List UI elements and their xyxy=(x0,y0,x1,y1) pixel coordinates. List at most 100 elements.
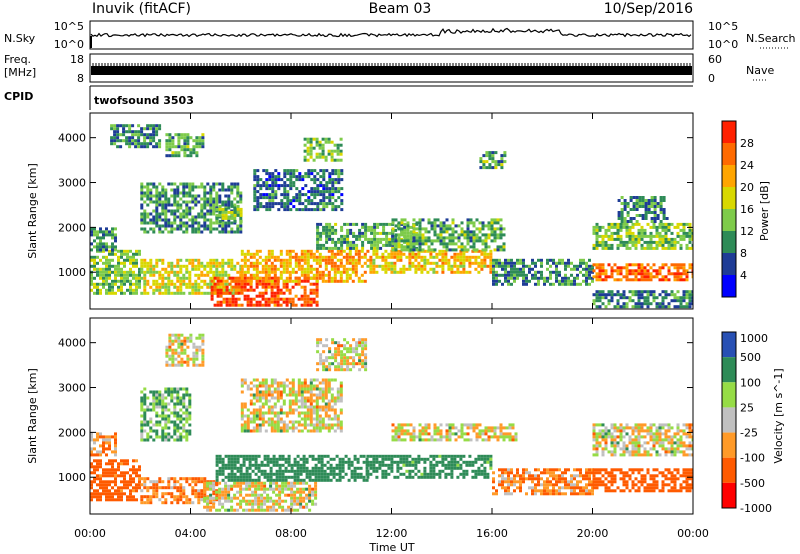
heatmap-cell xyxy=(96,273,99,277)
heatmap-cell xyxy=(355,222,359,226)
heatmap-cell xyxy=(441,252,445,256)
heatmap-cell xyxy=(99,462,102,466)
heatmap-cell xyxy=(400,218,404,222)
heatmap-cell xyxy=(397,236,401,240)
heatmap-cell xyxy=(438,258,442,262)
heatmap-cell xyxy=(288,291,292,295)
heatmap-cell xyxy=(120,462,123,466)
heatmap-cell xyxy=(105,438,108,442)
heatmap-cell xyxy=(128,139,132,143)
heatmap-cell xyxy=(143,480,147,484)
heatmap-cell xyxy=(171,354,175,358)
heatmap-cell xyxy=(105,468,108,472)
heatmap-cell xyxy=(255,276,259,280)
heatmap-cell xyxy=(265,169,269,173)
heatmap-cell xyxy=(424,242,428,246)
heatmap-cell xyxy=(691,293,693,297)
heatmap-cell xyxy=(188,200,192,204)
heatmap-cell xyxy=(236,188,240,192)
heatmap-cell xyxy=(343,237,347,241)
heatmap-cell xyxy=(685,231,689,235)
heatmap-cell xyxy=(108,261,111,265)
heatmap-cell xyxy=(635,199,639,202)
heatmap-cell xyxy=(290,487,294,491)
heatmap-cell xyxy=(409,236,413,240)
heatmap-cell xyxy=(644,214,648,217)
heatmap-cell xyxy=(313,202,317,206)
heatmap-cell xyxy=(126,270,129,274)
heatmap-cell xyxy=(537,258,540,262)
heatmap-cell xyxy=(414,258,418,262)
heatmap-cell xyxy=(272,499,276,503)
heatmap-cell xyxy=(255,258,259,262)
heatmap-cell xyxy=(491,166,495,170)
heatmap-cell xyxy=(99,288,102,292)
heatmap-cell xyxy=(173,498,177,502)
heatmap-cell xyxy=(676,266,680,270)
heatmap-cell xyxy=(195,357,199,361)
heatmap-cell xyxy=(161,218,165,222)
heatmap-cell xyxy=(248,460,252,464)
heatmap-cell xyxy=(631,225,635,229)
heatmap-cell xyxy=(650,217,654,220)
heatmap-cell xyxy=(221,463,225,467)
heatmap-cell xyxy=(129,270,132,274)
heatmap-cell xyxy=(212,197,216,201)
heatmap-cell xyxy=(620,214,624,217)
heatmap-cell xyxy=(114,279,117,283)
heatmap-cell xyxy=(561,276,564,280)
heatmap-cell xyxy=(637,290,641,294)
heatmap-cell xyxy=(296,469,300,473)
heatmap-cell xyxy=(253,190,257,194)
heatmap-cell xyxy=(510,282,513,286)
heatmap-cell xyxy=(261,270,265,274)
heatmap-cell xyxy=(429,252,433,256)
heatmap-cell xyxy=(99,273,102,277)
heatmap-cell xyxy=(164,288,168,292)
heatmap-cell xyxy=(191,486,195,490)
heatmap-cell xyxy=(185,258,189,262)
heatmap-cell xyxy=(286,178,290,182)
heatmap-cell xyxy=(182,417,186,421)
heatmap-cell xyxy=(140,191,144,195)
heatmap-cell xyxy=(595,293,599,297)
heatmap-cell xyxy=(99,432,102,436)
heatmap-cell xyxy=(171,348,175,352)
heatmap-cell xyxy=(322,208,326,212)
heatmap-cell xyxy=(179,282,183,286)
heatmap-cell xyxy=(233,207,237,211)
heatmap-cell xyxy=(653,214,657,217)
heatmap-cell xyxy=(625,266,629,270)
heatmap-cell xyxy=(314,481,318,485)
heatmap-cell xyxy=(93,492,96,496)
heatmap-cell xyxy=(610,272,614,276)
heatmap-cell xyxy=(376,246,380,250)
heatmap-cell xyxy=(291,303,295,307)
heatmap-cell xyxy=(397,221,401,225)
heatmap-cell xyxy=(629,208,633,211)
heatmap-cell xyxy=(488,163,492,167)
heatmap-cell xyxy=(114,291,117,295)
heatmap-cell xyxy=(445,230,449,234)
heatmap-cell xyxy=(257,478,261,482)
heatmap-cell xyxy=(540,264,543,268)
heatmap-cell xyxy=(108,273,111,277)
heatmap-cell xyxy=(340,169,344,173)
heatmap-cell xyxy=(260,508,264,512)
heatmap-cell xyxy=(173,486,177,490)
heatmap-cell xyxy=(426,258,430,262)
heatmap-cell xyxy=(322,246,326,250)
heatmap-cell xyxy=(200,492,204,496)
heatmap-cell xyxy=(531,267,534,271)
heatmap-cell xyxy=(192,342,196,346)
heatmap-cell xyxy=(661,228,665,232)
heatmap-cell xyxy=(158,212,162,216)
heatmap-cell xyxy=(319,231,323,235)
heatmap-cell xyxy=(228,276,232,280)
heatmap-cell xyxy=(275,493,279,497)
heatmap-cell xyxy=(412,227,416,231)
heatmap-cell xyxy=(314,502,318,506)
heatmap-cell xyxy=(197,200,201,204)
heatmap-cell xyxy=(558,282,561,286)
heatmap-cell xyxy=(176,264,180,268)
